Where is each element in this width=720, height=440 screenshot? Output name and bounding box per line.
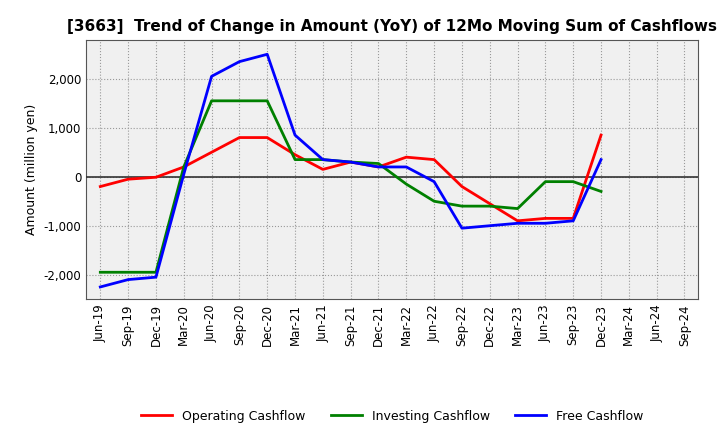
Investing Cashflow — [513, 206, 522, 211]
Investing Cashflow — [485, 203, 494, 209]
Investing Cashflow — [152, 270, 161, 275]
Free Cashflow — [569, 218, 577, 224]
Operating Cashflow — [124, 176, 132, 182]
Investing Cashflow — [179, 164, 188, 169]
Investing Cashflow — [346, 159, 355, 165]
Operating Cashflow — [318, 167, 327, 172]
Operating Cashflow — [207, 150, 216, 155]
Operating Cashflow — [374, 164, 383, 169]
Free Cashflow — [124, 277, 132, 282]
Free Cashflow — [458, 226, 467, 231]
Line: Operating Cashflow: Operating Cashflow — [100, 135, 601, 221]
Investing Cashflow — [124, 270, 132, 275]
Investing Cashflow — [235, 98, 243, 103]
Free Cashflow — [96, 284, 104, 290]
Free Cashflow — [291, 132, 300, 138]
Operating Cashflow — [263, 135, 271, 140]
Free Cashflow — [513, 220, 522, 226]
Investing Cashflow — [402, 181, 410, 187]
Free Cashflow — [346, 159, 355, 165]
Investing Cashflow — [96, 270, 104, 275]
Operating Cashflow — [235, 135, 243, 140]
Operating Cashflow — [346, 159, 355, 165]
Line: Investing Cashflow: Investing Cashflow — [100, 101, 601, 272]
Free Cashflow — [318, 157, 327, 162]
Operating Cashflow — [96, 184, 104, 189]
Operating Cashflow — [569, 216, 577, 221]
Free Cashflow — [485, 223, 494, 228]
Legend: Operating Cashflow, Investing Cashflow, Free Cashflow: Operating Cashflow, Investing Cashflow, … — [136, 405, 649, 428]
Investing Cashflow — [291, 157, 300, 162]
Investing Cashflow — [207, 98, 216, 103]
Investing Cashflow — [541, 179, 550, 184]
Operating Cashflow — [597, 132, 606, 138]
Free Cashflow — [541, 220, 550, 226]
Free Cashflow — [597, 157, 606, 162]
Operating Cashflow — [179, 164, 188, 169]
Investing Cashflow — [318, 157, 327, 162]
Operating Cashflow — [291, 152, 300, 158]
Investing Cashflow — [374, 161, 383, 166]
Operating Cashflow — [430, 157, 438, 162]
Free Cashflow — [374, 164, 383, 169]
Investing Cashflow — [430, 198, 438, 204]
Operating Cashflow — [152, 175, 161, 180]
Free Cashflow — [235, 59, 243, 64]
Free Cashflow — [263, 51, 271, 57]
Investing Cashflow — [597, 189, 606, 194]
Free Cashflow — [179, 172, 188, 177]
Operating Cashflow — [513, 218, 522, 224]
Operating Cashflow — [485, 201, 494, 206]
Operating Cashflow — [541, 216, 550, 221]
Investing Cashflow — [569, 179, 577, 184]
Operating Cashflow — [402, 154, 410, 160]
Free Cashflow — [152, 275, 161, 280]
Investing Cashflow — [263, 98, 271, 103]
Free Cashflow — [430, 179, 438, 184]
Free Cashflow — [207, 73, 216, 79]
Title: [3663]  Trend of Change in Amount (YoY) of 12Mo Moving Sum of Cashflows: [3663] Trend of Change in Amount (YoY) o… — [68, 19, 717, 34]
Investing Cashflow — [458, 203, 467, 209]
Operating Cashflow — [458, 184, 467, 189]
Line: Free Cashflow: Free Cashflow — [100, 54, 601, 287]
Y-axis label: Amount (million yen): Amount (million yen) — [25, 104, 38, 235]
Free Cashflow — [402, 164, 410, 169]
